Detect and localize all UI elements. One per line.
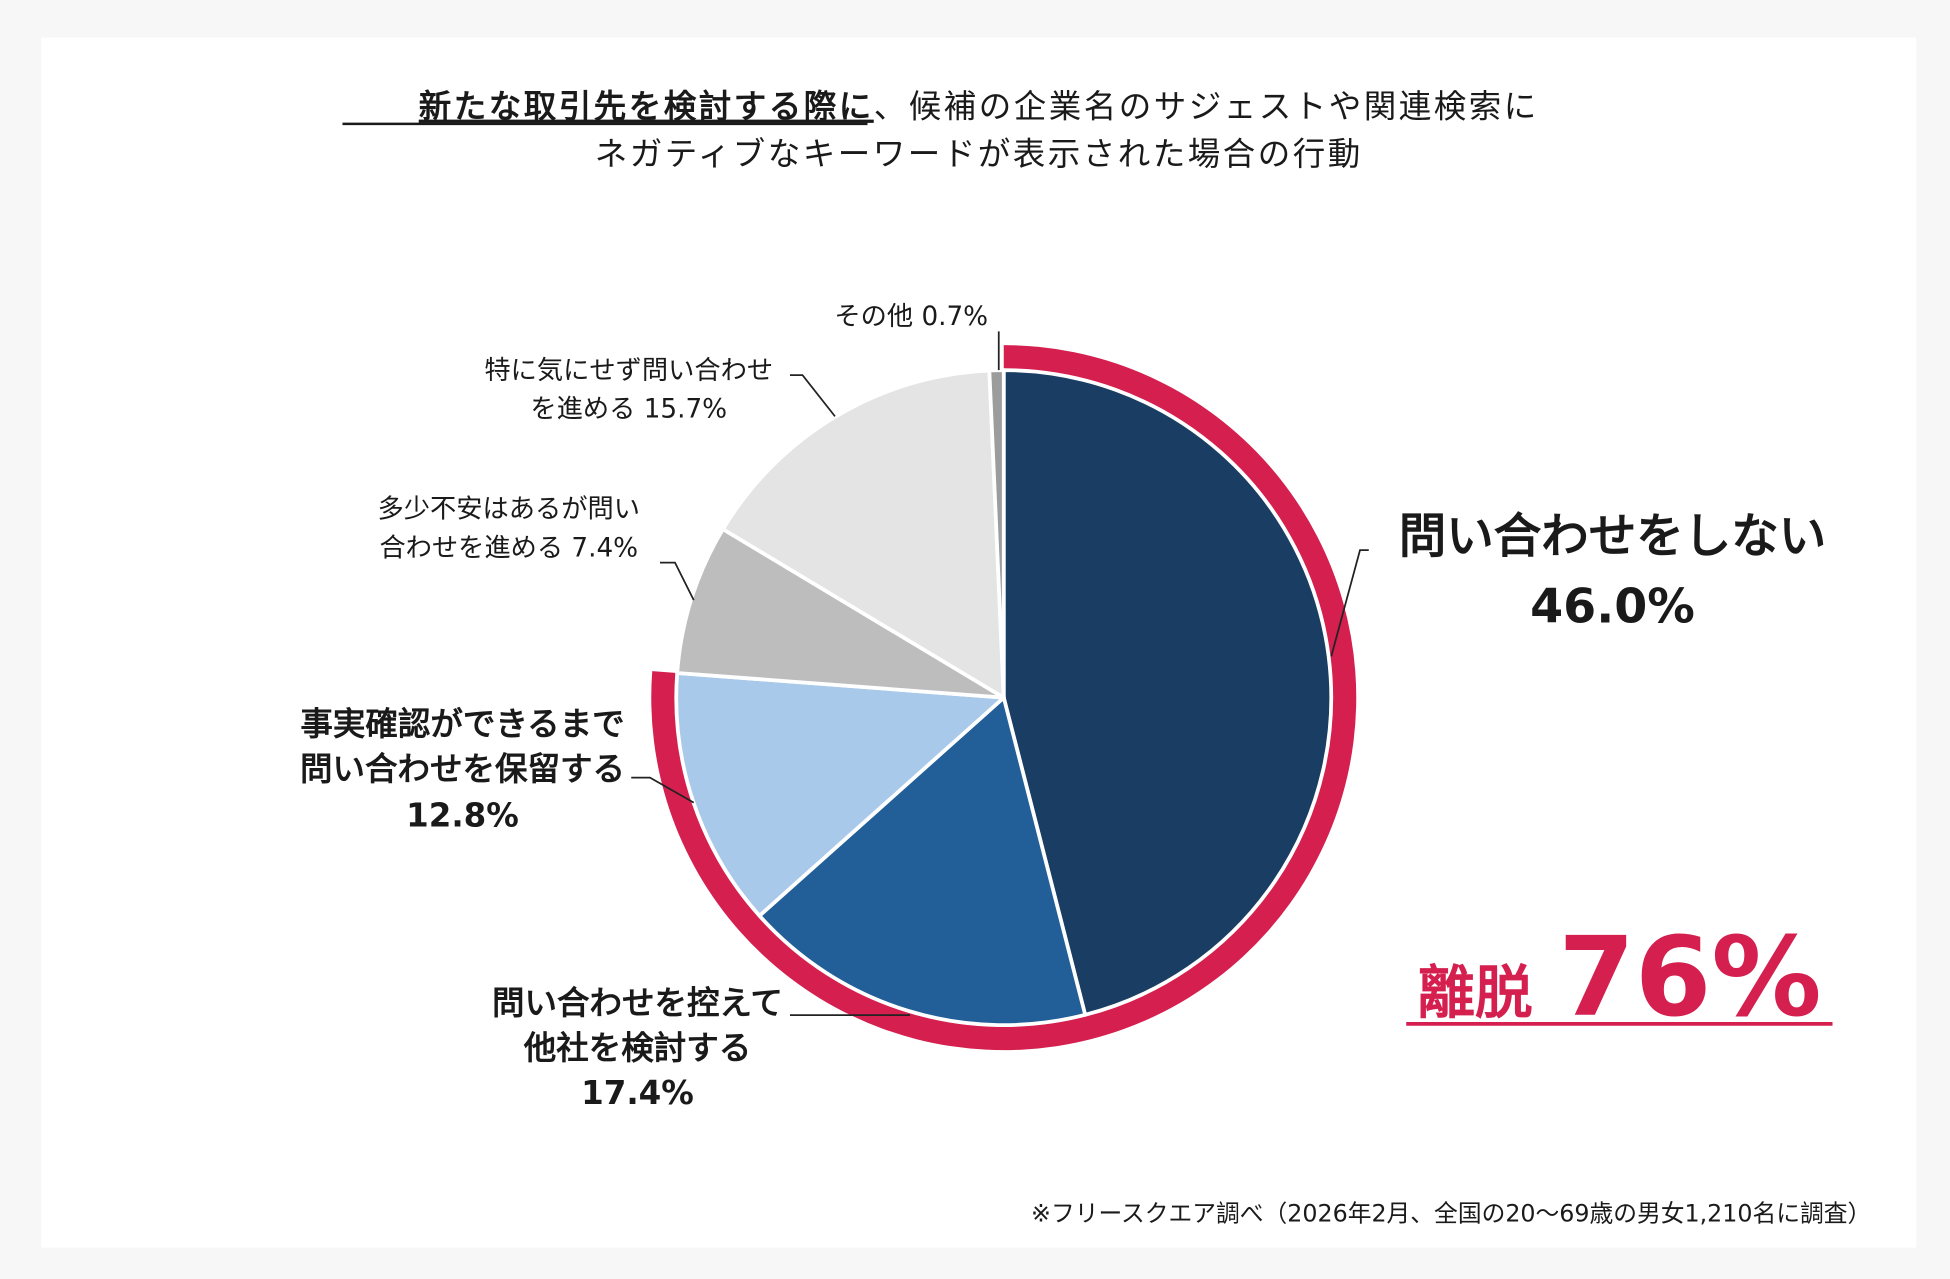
chart-title-line1: 新たな取引先を検討する際に、候補の企業名のサジェストや関連検索に — [419, 88, 1539, 126]
label-s1-line1: 問い合わせを控えて — [492, 984, 783, 1022]
label-s2-line1: 事実確認ができるまで — [300, 705, 624, 743]
label-s0-line1: 問い合わせをしない — [1399, 510, 1827, 565]
title-rest: 、候補の企業名のサジェストや関連検索に — [874, 88, 1539, 126]
label-s2-line2: 問い合わせを保留する — [300, 750, 625, 788]
label-s3-line1: 多少不安はあるが問い — [378, 495, 641, 525]
highlight-prefix: 離脱 — [1418, 960, 1533, 1027]
label-s1-line2: 他社を検討する — [523, 1029, 752, 1067]
label-s4-line2: を進める 15.7% — [530, 395, 727, 425]
leader-line-s3 — [660, 561, 695, 601]
leader-line-s2 — [631, 776, 695, 804]
label-s5: その他 0.7% — [834, 302, 988, 332]
label-s4-line1: 特に気にせず問い合わせ — [484, 356, 773, 386]
pie-slice-5 — [987, 368, 1006, 700]
pie-slice-3 — [675, 527, 1006, 700]
highlight-value: 76% — [1558, 913, 1821, 1041]
chart-title-line2: ネガティブなキーワードが表示された場合の行動 — [595, 135, 1363, 173]
label-s2-value: 12.8% — [406, 796, 519, 834]
pie-slice-4 — [721, 368, 1006, 700]
label-s1-value: 17.4% — [581, 1074, 694, 1112]
label-s0-value: 46.0% — [1530, 580, 1695, 635]
leader-line-s0 — [1330, 549, 1369, 657]
pie-slice-1 — [757, 695, 1088, 1027]
leader-line-s4 — [790, 374, 836, 417]
pie-slice-0 — [1001, 368, 1334, 1017]
title-underlined: 新たな取引先を検討する際に — [419, 88, 874, 126]
label-s3-line2: 合わせを進める 7.4% — [379, 533, 638, 563]
footnote: ※フリースクエア調べ（2026年2月、全国の20～69歳の男女1,210名に調査… — [1031, 1199, 1871, 1227]
